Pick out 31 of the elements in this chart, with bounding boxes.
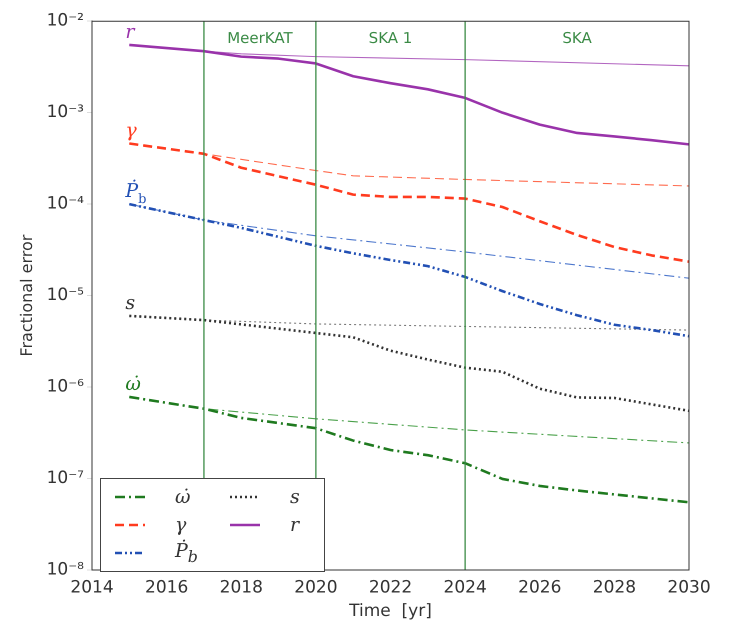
y-tick-label: 10⁻⁸ bbox=[46, 559, 84, 580]
line-series bbox=[128, 396, 689, 504]
ref-line-label: SKA bbox=[562, 29, 592, 48]
legend-label: r bbox=[290, 514, 301, 536]
y-axis-title: Fractional error bbox=[16, 234, 36, 357]
x-tick-label: 2024 bbox=[443, 578, 487, 598]
ref-line-label: MeerKAT bbox=[227, 29, 294, 48]
y-tick-label: 10⁻³ bbox=[46, 102, 84, 122]
y-tick-label: 10⁻⁴ bbox=[46, 194, 84, 214]
x-tick-label: 2014 bbox=[70, 578, 114, 598]
y-tick-label: 10⁻⁵ bbox=[46, 285, 84, 306]
y-tick-label: 10⁻⁷ bbox=[46, 468, 84, 488]
legend-label: s bbox=[290, 486, 301, 508]
annotation: ω̇ bbox=[125, 372, 141, 395]
x-tick-label: 2026 bbox=[518, 578, 562, 598]
ref-line-label: SKA 1 bbox=[368, 29, 412, 48]
x-axis-title: Time [yr] bbox=[348, 601, 432, 622]
x-tick-label: 2018 bbox=[220, 578, 263, 598]
annotation: γ bbox=[125, 120, 138, 142]
y-tick-label: 10⁻⁶ bbox=[46, 376, 84, 396]
x-tick-label: 2020 bbox=[294, 578, 338, 598]
y-tick-label: 10⁻² bbox=[46, 10, 84, 31]
legend-label: γ bbox=[175, 514, 188, 536]
annotation: r bbox=[125, 20, 136, 43]
legend-label: Ṗ$_{b}$ bbox=[175, 540, 198, 566]
x-tick-label: 2028 bbox=[592, 578, 636, 598]
annotation: s bbox=[125, 292, 136, 314]
x-tick-label: 2030 bbox=[667, 578, 711, 598]
x-tick-label: 2022 bbox=[368, 578, 412, 598]
legend-label: ω̇ bbox=[175, 486, 192, 508]
x-tick-label: 2016 bbox=[144, 578, 188, 598]
